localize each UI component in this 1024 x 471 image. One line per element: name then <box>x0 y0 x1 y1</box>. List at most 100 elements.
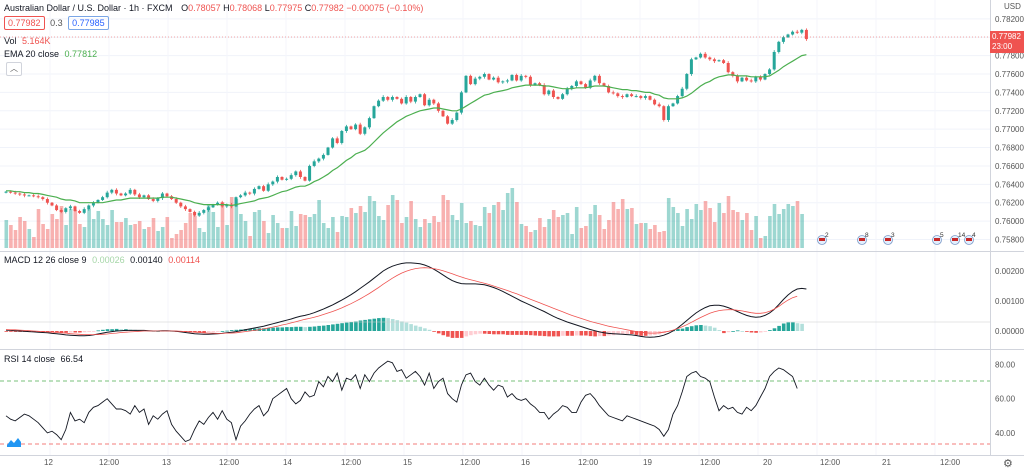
collapse-legend-button[interactable]: ︿ <box>6 62 22 76</box>
candle <box>547 89 551 96</box>
volume-bar <box>505 193 510 248</box>
economic-event-marker[interactable]: 14 <box>950 232 966 245</box>
candle <box>694 56 698 61</box>
volume-bar <box>556 217 561 248</box>
volume-bar <box>275 223 280 248</box>
macd-histogram-bar <box>13 331 18 332</box>
macd-histogram-bar <box>574 331 579 336</box>
candle-body <box>482 74 486 77</box>
volume-bar <box>625 209 630 248</box>
price-axis[interactable]: 0.782000.780000.778000.776000.774000.772… <box>991 0 1024 455</box>
macd-histogram-bar <box>597 331 602 337</box>
macd-histogram-bar <box>620 331 625 335</box>
candle <box>266 182 270 193</box>
volume-bar <box>551 210 556 248</box>
macd-histogram-bar <box>45 331 50 332</box>
volume-bar <box>147 227 151 248</box>
volume-bar <box>41 224 45 248</box>
candle-body <box>404 97 408 104</box>
candle-body <box>791 31 795 35</box>
economic-event-marker[interactable]: 3 <box>883 232 896 245</box>
candle-body <box>436 103 440 111</box>
volume-bar <box>464 223 469 248</box>
economic-event-marker[interactable]: 2 <box>817 232 830 245</box>
volume-bar <box>579 228 584 248</box>
volume-bar <box>459 203 464 248</box>
candle-body <box>740 77 744 82</box>
tradingview-logo-icon[interactable] <box>6 436 22 448</box>
volume-bar <box>570 234 574 248</box>
flag-stripe <box>859 238 865 241</box>
macd-legend[interactable]: MACD 12 26 close 9 0.00026 0.00140 0.001… <box>4 255 201 265</box>
ema-legend[interactable]: EMA 20 close 0.77812 <box>4 49 98 59</box>
pane-separator[interactable] <box>0 251 1024 252</box>
candle-body <box>326 147 330 155</box>
candle-body <box>78 210 82 213</box>
event-count: 8 <box>865 232 869 239</box>
rsi-tick-label: 60.00 <box>995 395 1016 404</box>
economic-event-marker[interactable]: 5 <box>932 232 945 245</box>
rsi-legend[interactable]: RSI 14 close 66.54 <box>4 354 84 364</box>
economic-event-marker[interactable]: 4 <box>964 232 977 245</box>
candle-body <box>510 74 514 81</box>
economic-event-marker[interactable]: 8 <box>857 232 870 245</box>
candle <box>239 194 243 199</box>
candle-body <box>234 197 238 207</box>
macd-histogram-bar <box>533 331 538 336</box>
volume-bar <box>326 228 331 248</box>
macd-histogram-bar <box>735 330 740 332</box>
chart-area[interactable]: 2 8 3 5 14 4 <box>0 0 990 455</box>
candle-body <box>427 99 431 106</box>
macd-histogram-bar <box>303 327 308 331</box>
candle-body <box>671 103 675 107</box>
time-axis[interactable]: 12 12:00 13 12:00 14 12:00 15 12:00 16 12:00 19 12:… <box>0 456 990 471</box>
macd-histogram-bar <box>308 326 312 331</box>
settings-gear-icon[interactable]: ⚙ <box>1003 458 1013 470</box>
volume-bar <box>602 229 607 248</box>
candle <box>712 57 716 63</box>
sell-button[interactable]: 0.77982 <box>4 16 45 30</box>
volume-bar <box>694 204 699 248</box>
volume-bar <box>349 208 354 248</box>
volume-bar <box>395 200 400 248</box>
volume-bar <box>786 204 791 248</box>
candle-body <box>515 74 519 81</box>
buy-button[interactable]: 0.77985 <box>68 16 109 30</box>
volume-legend[interactable]: Vol 5.164K <box>4 36 51 46</box>
price-tick-label: 0.77400 <box>995 88 1024 97</box>
pane-separator[interactable] <box>0 349 1024 350</box>
macd-histogram-bar <box>694 325 699 331</box>
volume-bar <box>234 199 239 248</box>
macd-histogram-bar <box>685 327 689 331</box>
volume-bar <box>515 202 519 248</box>
volume-bar <box>740 220 745 248</box>
macd-histogram-bar <box>763 331 768 332</box>
candle-body <box>689 59 693 75</box>
candle-body <box>239 195 243 198</box>
candle-body <box>593 75 597 81</box>
candle <box>450 118 454 125</box>
macd-histogram-bar <box>400 321 404 331</box>
candle-body <box>285 178 289 180</box>
price-axis-border <box>990 0 991 455</box>
volume-bar <box>156 231 160 248</box>
candle-body <box>758 76 762 80</box>
macd-histogram-bar <box>354 321 358 331</box>
candle <box>459 90 463 115</box>
macd-histogram-bar <box>561 331 565 336</box>
candle-body <box>321 154 325 159</box>
macd-histogram-bar <box>418 326 423 331</box>
candle <box>289 173 293 181</box>
volume-bar <box>528 232 533 248</box>
macd-histogram-bar <box>492 331 496 335</box>
candle <box>303 176 307 182</box>
price-tick-label: 0.77200 <box>995 107 1024 116</box>
volume-bar <box>607 220 611 248</box>
volume-bar <box>32 237 36 248</box>
candle-body <box>64 208 68 212</box>
time-tick-label: 12:00 <box>940 458 961 467</box>
volume-bar <box>620 199 625 248</box>
candle-body <box>519 75 523 81</box>
candle <box>32 194 36 198</box>
candle <box>101 195 105 201</box>
